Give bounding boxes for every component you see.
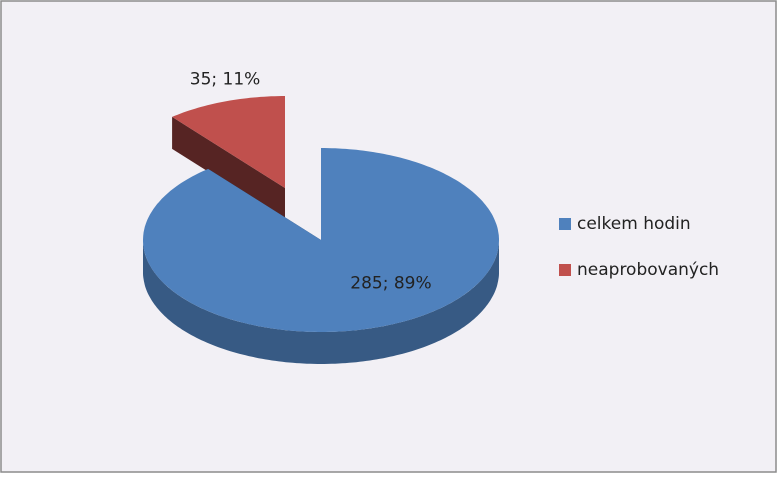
slice-side	[143, 240, 499, 364]
data-label: 35; 11%	[190, 69, 261, 89]
legend-label: celkem hodin	[577, 214, 691, 234]
slice-wall	[172, 116, 285, 220]
slice	[172, 96, 285, 188]
slice	[143, 148, 499, 332]
legend-swatch	[559, 264, 571, 276]
legend-label: neaprobovaných	[577, 260, 719, 280]
legend-swatch	[559, 218, 571, 230]
data-label: 285; 89%	[350, 273, 431, 293]
